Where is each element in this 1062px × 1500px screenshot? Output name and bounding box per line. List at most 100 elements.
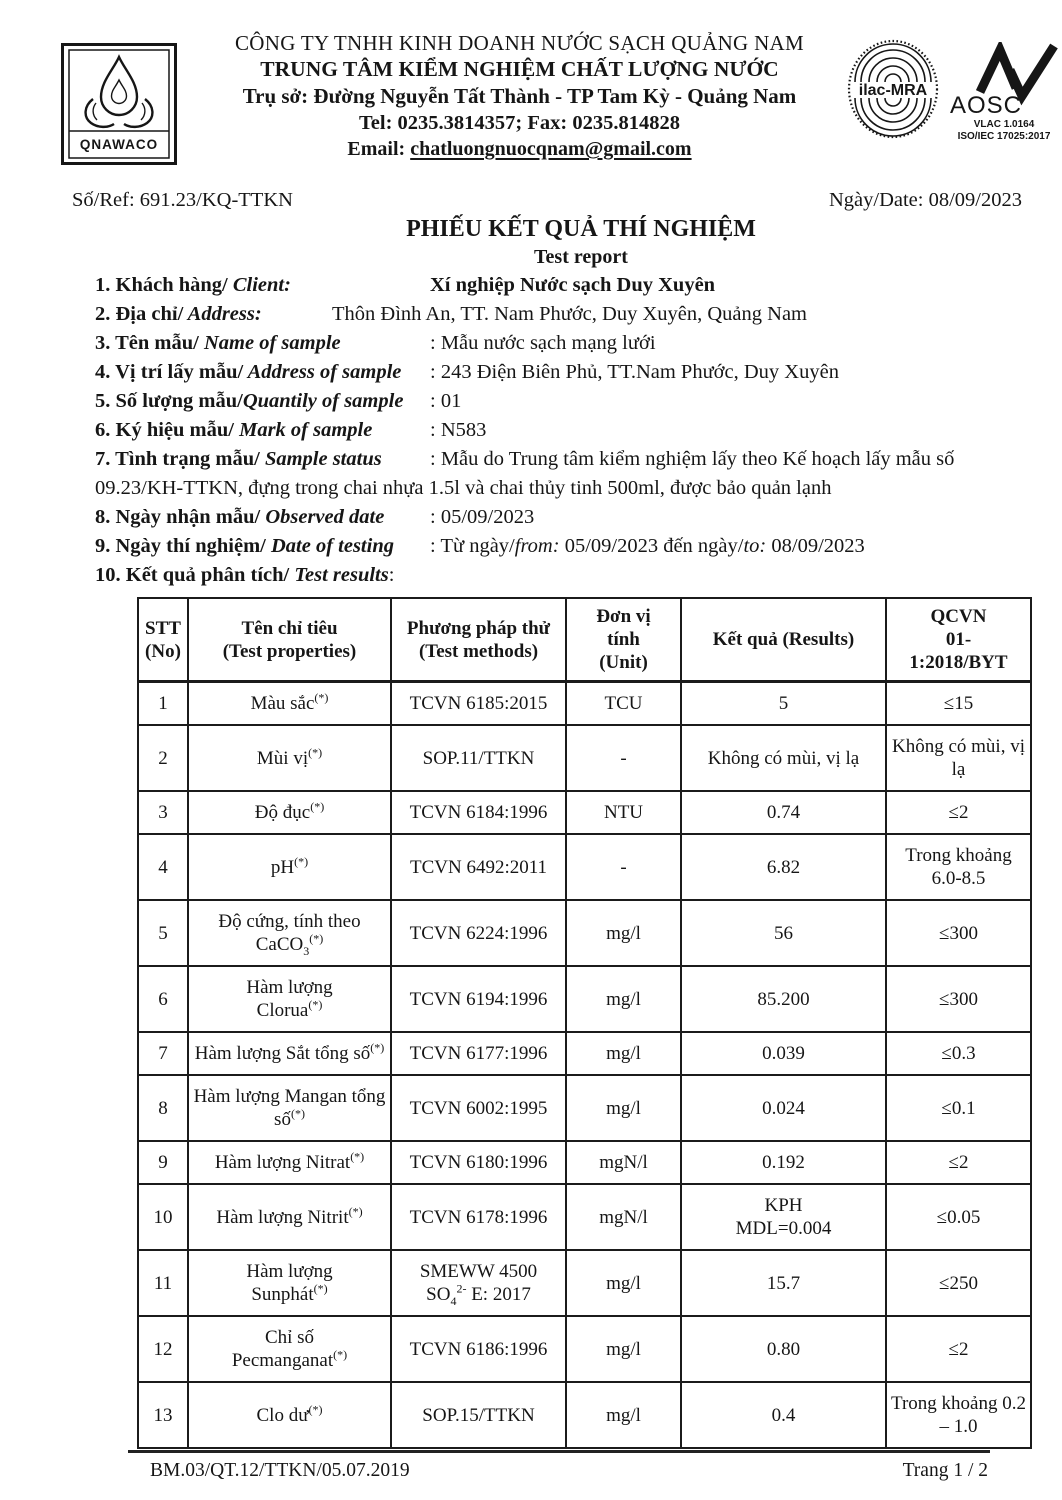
test-property: Hàm lượng Sắt tổng số(*) — [187, 1031, 392, 1076]
result-value: 15.7 — [680, 1249, 887, 1317]
report-field: 4. Vị trí lấy mẫu/ Address of sample: 24… — [95, 358, 1025, 387]
test-method: TCVN 6194:1996 — [390, 965, 567, 1033]
qnawaco-logo: QNAWACO — [60, 42, 178, 171]
superscript: (*) — [309, 931, 324, 946]
col-header-method: Phương pháp thử (Test methods) — [390, 597, 567, 683]
limit-value: Không có mùi, vị lạ — [885, 724, 1032, 792]
field-value: : 01 — [430, 390, 461, 412]
report-field: 6. Ký hiệu mẫu/ Mark of sample: N583 — [95, 416, 1025, 445]
row-number: 13 — [137, 1381, 189, 1449]
unit: mg/l — [565, 965, 682, 1033]
text-part: Hàm lượng Mangan tổng số — [193, 1086, 386, 1130]
aosc-label: AOSC — [950, 92, 1022, 118]
result-row: 6 Hàm lượng Clorua(*) TCVN 6194:1996 mg/l 85… — [137, 965, 1032, 1033]
field-label-en: Address: — [183, 303, 262, 325]
text-part: Hàm lượng Sunphát — [246, 1261, 333, 1305]
vlac-number: VLAC 1.0164 — [973, 119, 1035, 130]
unit: NTU — [565, 790, 682, 835]
field-value: : N583 — [430, 419, 486, 441]
text-part: : Mẫu nước sạch mạng lưới — [430, 332, 656, 354]
unit: mgN/l — [565, 1140, 682, 1185]
test-property: Chỉ số Pecmanganat(*) — [187, 1315, 392, 1383]
test-property: Clo dư(*) — [187, 1381, 392, 1449]
superscript: (*) — [308, 997, 323, 1012]
row-number: 10 — [137, 1183, 189, 1251]
document-ref: Số/Ref: 691.23/KQ-TTKN — [72, 189, 293, 211]
page-title: PHIẾU KẾT QUẢ THÍ NGHIỆM — [406, 216, 756, 242]
field-label: 4. Vị trí lấy mẫu/ Address of sample — [95, 358, 430, 387]
test-method: SMEWW 4500 SO42- E: 2017 — [390, 1249, 567, 1317]
text-part: 08/09/2023 — [766, 535, 865, 557]
test-method: TCVN 6224:1996 — [390, 899, 567, 967]
test-property: pH(*) — [187, 833, 392, 901]
title-block: PHIẾU KẾT QUẢ THÍ NGHIỆM Test report — [100, 215, 1062, 271]
col-header-property: Tên chỉ tiêu (Test properties) — [187, 597, 392, 683]
limit-value: ≤300 — [885, 899, 1032, 967]
field-label-vi: 9. Ngày thí nghiệm/ — [95, 535, 266, 557]
superscript: (*) — [314, 690, 329, 705]
test-property: Độ cứng, tính theo CaCO3(*) — [187, 899, 392, 967]
field-value: : Mẫu nước sạch mạng lưới — [430, 332, 656, 354]
result-row: 2 Mùi vị(*) SOP.11/TTKN - Không có mùi, vị l… — [137, 724, 1032, 792]
email-label: Email: — [347, 138, 406, 160]
result-row: 5 Độ cứng, tính theo CaCO3(*) TCVN 6224:19… — [137, 899, 1032, 967]
test-property: Mùi vị(*) — [187, 724, 392, 792]
result-row: 4 pH(*) TCVN 6492:2011-6.82 Trong khoảng 6.… — [137, 833, 1032, 901]
text-part: Hàm lượng Clorua — [246, 977, 333, 1021]
test-method: TCVN 6492:2011 — [390, 833, 567, 901]
col-header-limit: QCVN 01- 1:2018/BYT — [885, 597, 1032, 683]
result-value: 0.80 — [680, 1315, 887, 1383]
result-value: 0.039 — [680, 1031, 887, 1076]
unit: mg/l — [565, 1381, 682, 1449]
row-number: 6 — [137, 965, 189, 1033]
limit-value: ≤2 — [885, 1140, 1032, 1185]
aosc-check-icon — [1005, 43, 1058, 106]
test-method: TCVN 6002:1995 — [390, 1074, 567, 1142]
result-row: 12 Chỉ số Pecmanganat(*) TCVN 6186:1996 mg/… — [137, 1315, 1032, 1383]
report-field: 1. Khách hàng/ Client: Xí nghiệp Nước sạc… — [95, 271, 1025, 300]
text-part: : — [388, 564, 395, 586]
text-part: : 243 Điện Biên Phủ, TT.Nam Phước, Duy X… — [430, 361, 839, 383]
report-field: 3. Tên mẫu/ Name of sample: Mẫu nước sạc… — [95, 329, 1025, 358]
result-row: 11 Hàm lượng Sunphát(*) SMEWW 4500 SO42- E… — [137, 1249, 1032, 1317]
limit-value: Trong khoảng 0.2 – 1.0 — [885, 1381, 1032, 1449]
field-label-vi: 3. Tên mẫu/ — [95, 332, 199, 354]
result-row: 7 Hàm lượng Sắt tổng số(*) TCVN 6177:1996 m… — [137, 1031, 1032, 1076]
iso-standard: ISO/IEC 17025:2017 — [957, 131, 1051, 142]
row-number: 2 — [137, 724, 189, 792]
text-part: pH — [270, 856, 295, 878]
test-method: TCVN 6180:1996 — [390, 1140, 567, 1185]
form-code: BM.03/QT.12/TTKN/05.07.2019 — [150, 1460, 410, 1481]
text-part: from: — [514, 535, 560, 557]
result-row: 13 Clo dư(*) SOP.15/TTKN mg/l 0.4 Trong khoản… — [137, 1381, 1032, 1449]
left-hand-icon — [84, 98, 115, 129]
text-part: Xí nghiệp Nước sạch Duy Xuyên — [430, 274, 716, 296]
test-property: Hàm lượng Sunphát(*) — [187, 1249, 392, 1317]
test-method: SOP.11/TTKN — [390, 724, 567, 792]
superscript: (*) — [308, 745, 323, 760]
text-part: : N583 — [430, 419, 487, 441]
ref-date-row: Số/Ref: 691.23/KQ-TTKN Ngày/Date: 08/09/… — [72, 189, 1022, 212]
test-property: Màu sắc(*) — [187, 680, 392, 726]
field-label-vi: 1. Khách hàng/ — [95, 274, 228, 296]
row-number: 7 — [137, 1031, 189, 1076]
results-table-body: 1 Màu sắc(*) TCVN 6185:2015 TCU 5 ≤15 2 Mùi vị(… — [137, 680, 1032, 1449]
text-part: Clo dư — [256, 1404, 309, 1426]
row-number: 8 — [137, 1074, 189, 1142]
report-field: 5. Số lượng mẫu/Quantily of sample: 01 — [95, 387, 1025, 416]
field-label-en: Client: — [227, 274, 291, 296]
field-value: Thôn Đình An, TT. Nam Phước, Duy Xuyên, … — [332, 303, 807, 325]
subscript: 4 — [450, 1293, 457, 1308]
result-row: 8 Hàm lượng Mangan tổng số(*) TCVN 6002:19… — [137, 1074, 1032, 1142]
unit: mg/l — [565, 1315, 682, 1383]
superscript: (*) — [348, 1204, 363, 1219]
report-field: 8. Ngày nhận mẫu/ Observed date: 05/09/2… — [95, 503, 1025, 532]
limit-value: ≤0.1 — [885, 1074, 1032, 1142]
result-value: 0.192 — [680, 1140, 887, 1185]
aosc-accreditation-text: VLAC 1.0164 ISO/IEC 17025:2017 — [958, 119, 1051, 143]
header-row: STT (No) Tên chỉ tiêu (Test properties) … — [137, 597, 1032, 683]
letterhead: CÔNG TY TNHH KINH DOANH NƯỚC SẠCH QUẢNG … — [192, 30, 847, 163]
text-part: : Mẫu do Trung tâm kiểm nghiệm lấy theo … — [95, 448, 955, 499]
text-part: Hàm lượng Nitrat — [214, 1152, 351, 1173]
